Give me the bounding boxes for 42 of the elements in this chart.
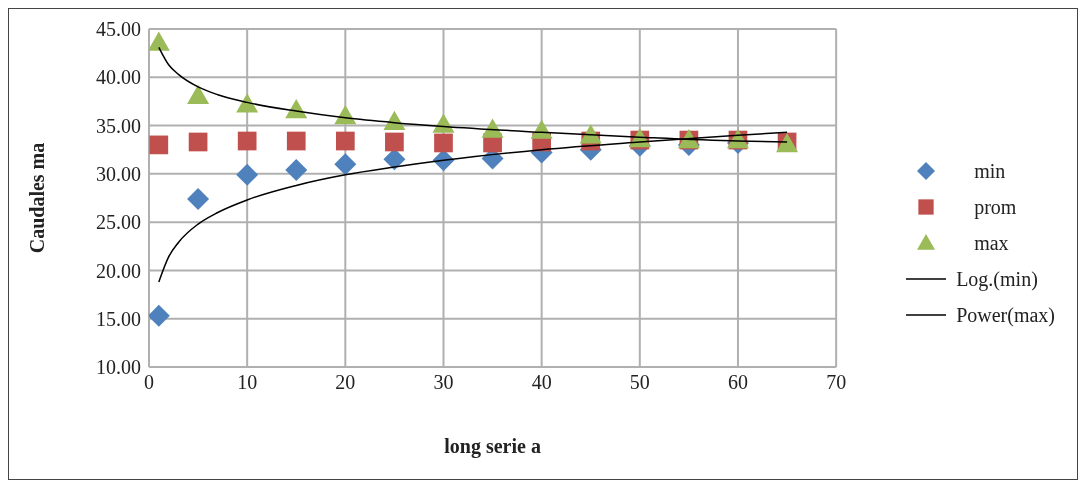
x-axis-title: long serie a xyxy=(444,435,541,458)
x-tick-label: 40 xyxy=(531,371,552,394)
legend-label: Power(max) xyxy=(956,303,1055,327)
legend-label: min xyxy=(974,159,1006,183)
x-tick-label: 20 xyxy=(335,371,356,394)
point xyxy=(236,163,259,186)
legend-label: max xyxy=(974,231,1009,255)
point xyxy=(334,153,357,176)
point xyxy=(187,84,210,104)
point xyxy=(385,132,404,152)
point xyxy=(434,133,453,153)
y-tick-label: 15.00 xyxy=(96,307,141,330)
point xyxy=(335,131,355,151)
legend-label: Log.(min) xyxy=(956,267,1038,291)
point xyxy=(481,118,504,138)
point xyxy=(187,187,210,210)
x-tick-label: 30 xyxy=(433,371,454,394)
point xyxy=(236,93,259,113)
point xyxy=(149,135,169,155)
point xyxy=(383,110,406,130)
point xyxy=(432,113,455,133)
y-tick-label: 20.00 xyxy=(96,259,141,282)
x-tick-label: 0 xyxy=(144,371,154,394)
point xyxy=(530,119,553,139)
y-tick-label: 45.00 xyxy=(96,18,141,41)
y-tick-label: 10.00 xyxy=(96,356,141,379)
point xyxy=(285,158,308,181)
x-tick-label: 70 xyxy=(826,371,847,394)
legend-label: prom xyxy=(974,195,1017,219)
y-tick-label: 30.00 xyxy=(96,162,141,185)
point xyxy=(149,31,170,51)
x-tick-label: 50 xyxy=(629,371,650,394)
point xyxy=(383,148,406,171)
point xyxy=(237,131,257,151)
y-tick-label: 25.00 xyxy=(96,211,141,234)
x-tick-label: 10 xyxy=(237,371,258,394)
y-axis-title: Caudales ma xyxy=(26,142,49,254)
y-tick-label: 40.00 xyxy=(96,66,141,89)
x-tick-label: 60 xyxy=(727,371,748,394)
point xyxy=(188,132,208,152)
point xyxy=(286,131,306,151)
y-tick-label: 35.00 xyxy=(96,114,141,137)
